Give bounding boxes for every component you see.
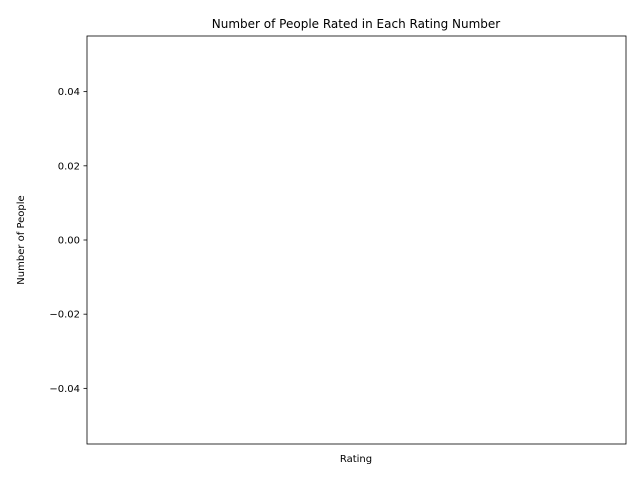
y-axis: −0.04 −0.02 0.00 0.02 0.04 xyxy=(49,87,87,395)
y-tick-label: 0.00 xyxy=(58,236,80,247)
chart-title: Number of People Rated in Each Rating Nu… xyxy=(212,17,501,31)
plot-area xyxy=(86,35,627,445)
y-tick-label: −0.02 xyxy=(49,310,80,321)
y-tick-label: −0.04 xyxy=(49,384,80,395)
y-tick-label: 0.02 xyxy=(58,161,80,172)
y-axis-label: Number of People xyxy=(16,195,27,284)
y-tick-label: 0.04 xyxy=(58,87,80,98)
x-axis-label: Rating xyxy=(340,454,372,465)
